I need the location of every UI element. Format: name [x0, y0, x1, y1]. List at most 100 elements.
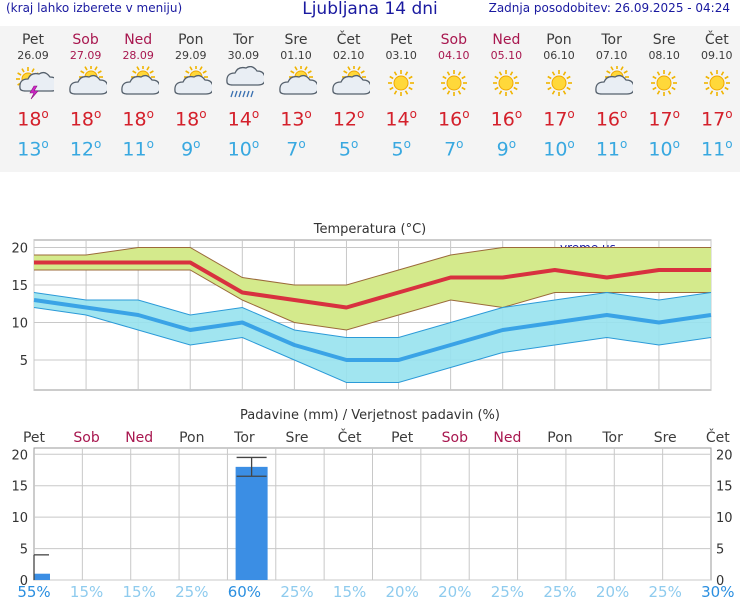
max-temp-value: 18 — [175, 108, 200, 131]
sun-cloud-icon — [322, 65, 375, 100]
day-date: 29.09 — [175, 49, 207, 62]
x-tick-label: Čet — [706, 428, 730, 446]
max-temp: 16o — [585, 102, 638, 132]
min-temp-line — [33, 298, 712, 362]
max-temp-value: 17 — [701, 108, 726, 131]
min-temp: 13o — [7, 132, 60, 162]
max-temp-value: 18 — [17, 108, 42, 131]
precip-bar — [235, 466, 268, 580]
max-temp-value: 17 — [648, 108, 673, 131]
max-temp: 17o — [690, 102, 740, 132]
min-temp: 9o — [480, 132, 533, 162]
y-tick-label-left: 20 — [11, 448, 28, 463]
y-tick-label: 10 — [11, 317, 28, 332]
max-temp-value: 14 — [385, 108, 410, 131]
max-temp-value: 13 — [280, 108, 305, 131]
forecast-day: Sre 01.10 13o 7o — [270, 26, 323, 163]
min-temp-value: 10 — [543, 138, 568, 161]
day-date: 09.10 — [701, 49, 733, 62]
x-tick-label: Sob — [73, 430, 99, 446]
sun-cloud-icon — [112, 65, 165, 100]
max-temp: 18o — [112, 102, 165, 132]
sun-icon — [427, 66, 480, 100]
max-temp: 12o — [322, 102, 375, 132]
min-temp-value: 10 — [648, 138, 673, 161]
sun-icon — [480, 66, 533, 100]
min-temp: 7o — [270, 132, 323, 162]
forecast-day: Čet 09.10 17o 11o — [690, 26, 740, 163]
degree-sign: o — [567, 107, 575, 121]
min-temp: 5o — [322, 132, 375, 162]
min-temp: 12o — [59, 132, 112, 162]
day-name: Ned — [492, 32, 521, 48]
min-temp: 10o — [533, 132, 586, 162]
degree-sign: o — [298, 137, 306, 152]
degree-sign: o — [193, 137, 201, 152]
x-tick-label: Pon — [547, 430, 572, 446]
min-temp: 5o — [375, 132, 428, 162]
x-tick-label: Tor — [601, 430, 623, 446]
x-tick-label: Ned — [493, 430, 521, 446]
degree-sign: o — [251, 107, 260, 121]
sun-cloud-icon — [585, 65, 638, 100]
day-name: Sre — [652, 32, 676, 48]
header: (kraj lahko izberete v meniju) Ljubljana… — [0, 0, 740, 22]
min-temp-value: 9 — [181, 138, 194, 161]
day-date: 04.10 — [438, 49, 470, 62]
y-tick-label-left: 5 — [20, 543, 28, 558]
x-tick-label: Sob — [442, 430, 468, 446]
x-tick-label: Pet — [391, 430, 414, 446]
day-date: 01.10 — [280, 49, 312, 62]
degree-sign: o — [41, 137, 49, 152]
day-date: 03.10 — [385, 49, 417, 62]
day-name: Pon — [546, 32, 572, 48]
day-date: 28.09 — [122, 49, 154, 62]
max-temp: 18o — [164, 102, 217, 132]
min-temp: 11o — [112, 132, 165, 162]
x-tick-label: Pon — [179, 430, 204, 446]
min-temp-value: 11 — [701, 138, 726, 161]
precip-probability: 15% — [123, 583, 156, 600]
degree-sign: o — [567, 137, 575, 152]
day-name: Pon — [178, 32, 204, 48]
degree-sign: o — [199, 107, 207, 121]
y-tick-label-left: 15 — [11, 480, 28, 495]
max-temp: 14o — [217, 102, 270, 132]
temperature-chart: Temperatura (°C)5101520vreme.us — [11, 222, 712, 391]
max-temp: 13o — [270, 102, 323, 132]
precip-probability: 60% — [228, 583, 261, 600]
y-tick-label: 20 — [11, 242, 28, 257]
precip-probability: 20% — [438, 583, 471, 600]
degree-sign: o — [357, 107, 365, 121]
min-temp: 11o — [690, 132, 740, 162]
max-band-edge — [34, 247, 711, 286]
x-tick-label: Sre — [286, 430, 309, 446]
day-date: 30.09 — [227, 49, 260, 62]
max-band-edge — [34, 269, 711, 331]
location-menu-hint[interactable]: (kraj lahko izberete v meniju) — [6, 1, 183, 15]
degree-sign: o — [508, 137, 517, 152]
degree-sign: o — [403, 137, 411, 152]
sun-cloud-icon — [270, 65, 323, 100]
day-name: Tor — [601, 32, 622, 48]
min-temp-value: 5 — [338, 138, 351, 161]
y-tick-label-right: 0 — [716, 574, 724, 589]
day-date: 27.09 — [69, 49, 102, 62]
day-date: 26.09 — [17, 49, 49, 62]
degree-sign: o — [620, 107, 628, 121]
min-temp-value: 11 — [595, 138, 621, 161]
y-tick-label-left: 0 — [20, 574, 28, 589]
chart-title: Temperatura (°C) — [313, 222, 426, 237]
forecast-day: Pet 03.10 14o 5o — [375, 26, 428, 163]
x-tick-label: Čet — [338, 428, 362, 446]
day-name: Sob — [72, 32, 99, 48]
page-title: Ljubljana 14 dni — [302, 0, 438, 19]
max-temp: 18o — [59, 102, 112, 132]
forecast-day: Sre 08.10 17o 10o — [638, 26, 691, 163]
y-tick-label-left: 10 — [11, 511, 28, 526]
max-temp-value: 18 — [122, 108, 147, 131]
max-temp-value: 14 — [227, 108, 252, 131]
degree-sign: o — [409, 107, 417, 121]
forecast-day: Pon 29.09 18o 9o — [164, 26, 217, 163]
max-temp: 17o — [533, 102, 586, 132]
